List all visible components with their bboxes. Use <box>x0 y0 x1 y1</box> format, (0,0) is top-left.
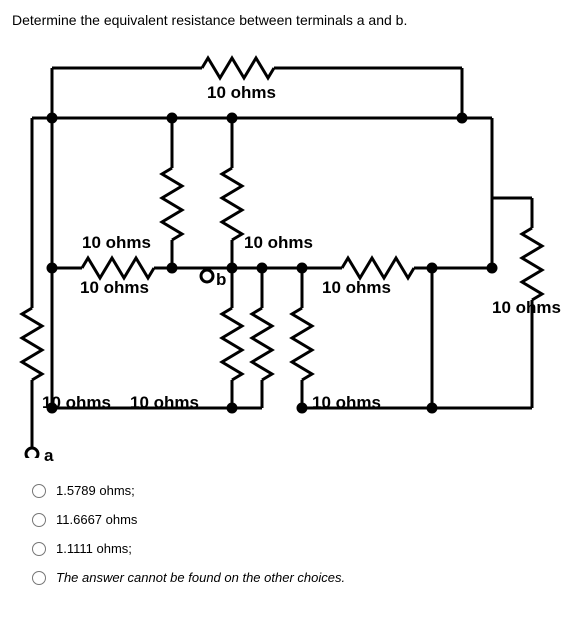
circuit-diagram: 10 ohms 10 ohms 10 ohms 10 ohms 10 ohms … <box>12 48 552 458</box>
option-2-radio[interactable] <box>32 513 46 527</box>
option-3-text: 1.1111 ohms; <box>56 541 132 556</box>
option-3[interactable]: 1.1111 ohms; <box>32 541 563 556</box>
option-4[interactable]: The answer cannot be found on the other … <box>32 570 563 585</box>
label-mid-left-horiz: 10 ohms <box>80 278 149 298</box>
label-top: 10 ohms <box>207 83 276 103</box>
terminal-b-label: b <box>216 270 226 290</box>
option-4-text: The answer cannot be found on the other … <box>56 570 345 585</box>
label-upper-left-vert: 10 ohms <box>82 233 151 253</box>
label-mid-right-horiz: 10 ohms <box>322 278 391 298</box>
label-upper-right-vert: 10 ohms <box>244 233 313 253</box>
option-1-radio[interactable] <box>32 484 46 498</box>
label-lower-mid-vert: 10 ohms <box>130 393 199 413</box>
option-1-text: 1.5789 ohms; <box>56 483 135 498</box>
option-2[interactable]: 11.6667 ohms <box>32 512 563 527</box>
option-3-radio[interactable] <box>32 542 46 556</box>
label-lower-right-vert: 10 ohms <box>312 393 381 413</box>
answer-options: 1.5789 ohms; 11.6667 ohms 1.1111 ohms; T… <box>32 483 563 585</box>
label-far-right-vert: 10 ohms <box>492 298 561 318</box>
option-2-text: 11.6667 ohms <box>56 512 137 527</box>
option-1[interactable]: 1.5789 ohms; <box>32 483 563 498</box>
terminal-a-label: a <box>44 446 53 466</box>
question-text: Determine the equivalent resistance betw… <box>12 12 563 28</box>
option-4-radio[interactable] <box>32 571 46 585</box>
label-lower-left-vert: 10 ohms <box>42 393 111 413</box>
